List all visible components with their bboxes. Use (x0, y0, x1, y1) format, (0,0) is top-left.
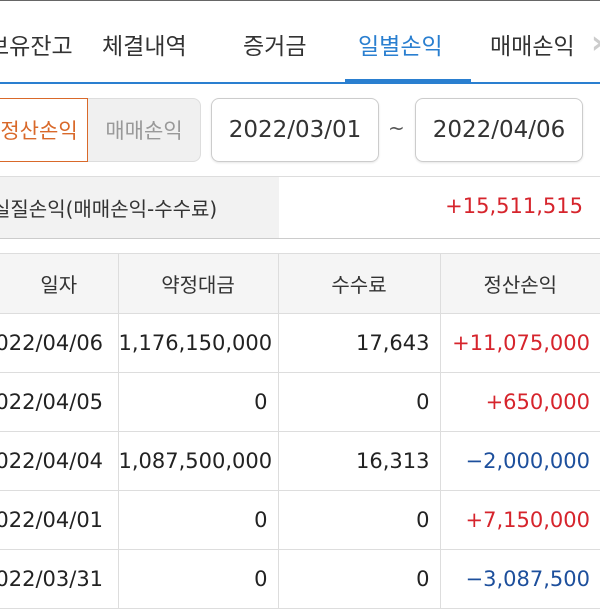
cell-pnl: −2,000,000 (440, 431, 600, 491)
tab-bar: 보유잔고 체결내역 증거금 일별손익 매매손익 › (0, 0, 600, 84)
cell-amount: 0 (118, 549, 279, 609)
cell-fee: 0 (278, 372, 441, 432)
header-date: 일자 (0, 253, 119, 314)
cell-amount: 1,176,150,000 (118, 313, 279, 373)
cell-amount: 0 (118, 372, 279, 432)
chevron-right-icon[interactable]: › (591, 23, 600, 61)
cell-pnl: +7,150,000 (440, 490, 600, 550)
cell-pnl: −3,087,500 (440, 549, 600, 609)
header-amount: 약정대금 (118, 253, 279, 314)
summary-value: +15,511,515 (445, 194, 583, 218)
active-tab-indicator (345, 79, 471, 84)
cell-fee: 16,313 (278, 431, 441, 491)
tab-executions[interactable]: 체결내역 (102, 34, 187, 60)
cell-amount: 1,087,500,000 (118, 431, 279, 491)
tab-trading-pnl[interactable]: 매매손익 (490, 34, 575, 60)
tab-holdings[interactable]: 보유잔고 (0, 34, 73, 60)
cell-date: 2022/04/05 (0, 372, 119, 432)
cell-pnl: +11,075,000 (440, 313, 600, 373)
cell-pnl: +650,000 (440, 372, 600, 432)
segment-settlement-pnl[interactable]: 정산손익 (0, 98, 88, 162)
cell-date: 2022/04/04 (0, 431, 119, 491)
cell-fee: 0 (278, 490, 441, 550)
date-separator: ~ (388, 116, 405, 140)
start-date-field[interactable]: 2022/03/01 (211, 98, 379, 162)
summary-row: 실질손익(매매손익-수수료) +15,511,515 (0, 176, 600, 239)
header-fee: 수수료 (278, 253, 441, 314)
cell-amount: 0 (118, 490, 279, 550)
tab-margin[interactable]: 증거금 (243, 34, 307, 60)
tab-daily-pnl[interactable]: 일별손익 (358, 34, 443, 60)
summary-label: 실질손익(매매손익-수수료) (0, 177, 279, 238)
cell-fee: 17,643 (278, 313, 441, 373)
daily-pnl-table: 일자 약정대금 수수료 정산손익 2022/04/061,176,150,000… (0, 253, 600, 609)
cell-date: 2022/04/01 (0, 490, 119, 550)
segment-trading-pnl[interactable]: 매매손익 (88, 98, 201, 162)
cell-date: 2022/04/06 (0, 313, 119, 373)
cell-date: 2022/03/31 (0, 549, 119, 609)
end-date-field[interactable]: 2022/04/06 (415, 98, 583, 162)
table-header: 일자 약정대금 수수료 정산손익 (0, 253, 600, 314)
summary-label-text: 실질손익(매매손익-수수료) (0, 197, 218, 221)
header-pnl: 정산손익 (440, 253, 600, 314)
